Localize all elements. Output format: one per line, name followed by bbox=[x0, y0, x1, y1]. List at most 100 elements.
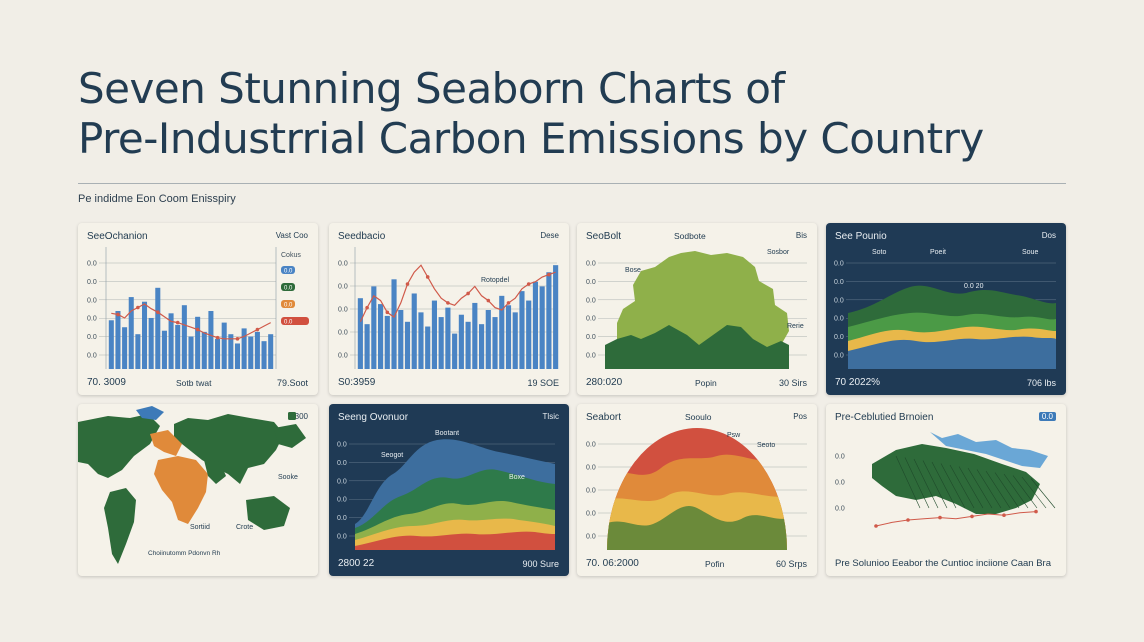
y-tick-label: 0.0 bbox=[337, 534, 347, 541]
card-subtitle: Sooulo bbox=[685, 412, 712, 422]
card-title: See Pounio bbox=[835, 231, 887, 242]
footer-right: 19 SOE bbox=[527, 378, 559, 388]
stacked-area-chart-4: 0.0 0.0 0.0 0.0 0.0 0.0 bbox=[834, 261, 1056, 369]
bar bbox=[234, 343, 240, 369]
line-point bbox=[547, 272, 551, 277]
line-point bbox=[215, 335, 220, 340]
ridge-line bbox=[922, 460, 948, 509]
title-divider bbox=[78, 183, 1066, 184]
annotation: Boxe bbox=[509, 474, 525, 481]
bar bbox=[108, 320, 114, 369]
bar bbox=[115, 311, 121, 369]
bar bbox=[241, 328, 247, 369]
page-subtitle: Pe indidme Eon Coom Enisspiry bbox=[78, 193, 236, 205]
footer-right: 706 lbs bbox=[1026, 378, 1056, 388]
bar bbox=[546, 272, 552, 369]
line-point bbox=[365, 305, 369, 310]
legend-label: 0.0 bbox=[284, 320, 293, 326]
bar bbox=[268, 334, 274, 369]
bar bbox=[398, 310, 404, 369]
bar bbox=[492, 317, 498, 369]
bar bbox=[221, 322, 227, 369]
bar bbox=[499, 295, 505, 369]
line-point bbox=[425, 275, 430, 279]
page-title: Seven Stunning Seaborn Charts of Pre-Ind… bbox=[78, 64, 1078, 164]
y-tick-label: 0.0 bbox=[586, 334, 596, 341]
bar bbox=[215, 338, 221, 369]
annotation: Sortiid bbox=[190, 524, 210, 531]
line-point bbox=[526, 282, 531, 286]
bar bbox=[391, 279, 397, 369]
y-tick-label: 0.0 bbox=[337, 442, 347, 449]
legend-label: 0.0 bbox=[284, 269, 293, 275]
bar bbox=[371, 286, 377, 369]
chart-card-5[interactable]: 300 Sooke Crote Sortiid Choiinutomm Pdon… bbox=[78, 404, 318, 576]
y-tick-label: 0.0 bbox=[586, 442, 596, 449]
y-tick-label: 0.0 bbox=[338, 307, 348, 314]
annotation: Poeit bbox=[930, 249, 946, 256]
ridge-line bbox=[958, 466, 984, 509]
footer-right: 900 Sure bbox=[522, 559, 559, 569]
bar bbox=[128, 297, 134, 369]
chart-card-3[interactable]: SeoBolt Sodbote Bis 0.0 0.0 0.0 0.0 0.0 0.0 B… bbox=[577, 223, 817, 395]
bar bbox=[181, 305, 187, 369]
layered-area-chart-6: 0.0 0.0 0.0 0.0 0.0 0.0 bbox=[337, 439, 555, 550]
bar bbox=[384, 315, 390, 369]
y-tick-label: 0.0 bbox=[586, 261, 596, 268]
chart-card-8[interactable]: Pre-Ceblutied Brnoien 0.0 0.0 0.0 0.0 Pre … bbox=[826, 404, 1066, 576]
card-title: SeeOchanion bbox=[87, 231, 148, 242]
chart-card-4[interactable]: See Pounio Dos 0.0 0.0 0.0 0.0 0.0 0.0 Soto P… bbox=[826, 223, 1066, 395]
chart-card-6[interactable]: Seeng Ovonuor Tlsic 0.0 0.0 0.0 0.0 0.0 0.0 B… bbox=[329, 404, 569, 576]
page-title-line-2: Pre-Industrrial Carbon Emissions by Coun… bbox=[78, 114, 984, 163]
y-tick-label: 0.0 bbox=[337, 497, 347, 504]
bar bbox=[188, 336, 194, 369]
y-tick-label: 0.0 bbox=[586, 465, 596, 472]
footer-right: 60 Srps bbox=[775, 559, 807, 569]
bar bbox=[357, 298, 363, 369]
footer-right: 30 Sirs bbox=[778, 378, 807, 388]
annotation: Seoto bbox=[757, 442, 776, 449]
annotation: Psw bbox=[727, 432, 741, 439]
bar bbox=[228, 334, 234, 369]
y-tick-label: 0.0 bbox=[586, 279, 596, 286]
line-point bbox=[156, 310, 160, 314]
bar bbox=[135, 334, 141, 369]
line-point bbox=[466, 291, 470, 296]
y-tick-label: 0.0 bbox=[87, 353, 97, 360]
bar bbox=[261, 341, 267, 369]
y-tick-label: 0.0 bbox=[87, 334, 97, 341]
line-point bbox=[486, 298, 491, 303]
line-point bbox=[136, 305, 140, 310]
y-tick-label: 0.0 bbox=[338, 330, 348, 337]
bar bbox=[445, 307, 451, 369]
y-tick-label: 0.0 bbox=[337, 515, 347, 522]
legend-label: 0.0 bbox=[284, 286, 293, 292]
y-tick-label: 0.0 bbox=[586, 316, 596, 323]
line-point bbox=[1002, 513, 1006, 517]
y-tick-label: 0.0 bbox=[835, 480, 845, 487]
bar bbox=[553, 265, 559, 369]
chart-card-2[interactable]: Seedbacio Dese 0.0 0.0 0.0 0.0 0.0 Rotopdel … bbox=[329, 223, 569, 395]
bar bbox=[465, 321, 471, 369]
chart-card-1[interactable]: SeeOchanion Vast Coo 0.0 0.0 0.0 0.0 0.0 0.0 … bbox=[78, 223, 318, 395]
bar bbox=[425, 326, 431, 369]
bar-chart-1: 0.0 0.0 0.0 0.0 0.0 0.0 Cokus 0.0 0.0 0.0 0.0 bbox=[87, 247, 309, 369]
line-point bbox=[906, 518, 910, 522]
page-title-line-1: Seven Stunning Seaborn Charts of bbox=[78, 64, 785, 113]
footer-mid: Popin bbox=[695, 378, 717, 388]
line-point bbox=[446, 301, 450, 305]
y-tick-label: 0.0 bbox=[834, 279, 844, 286]
bar bbox=[539, 286, 545, 369]
ridge-line-chart-8: 0.0 0.0 0.0 bbox=[835, 432, 1056, 528]
bar bbox=[248, 336, 254, 369]
world-map-chart-5 bbox=[78, 406, 306, 564]
bar bbox=[512, 312, 518, 369]
ridge-line bbox=[976, 469, 1002, 509]
bar bbox=[168, 313, 174, 369]
bar bbox=[431, 300, 437, 369]
legend-swatch bbox=[281, 300, 295, 308]
card-title: Seabort bbox=[586, 412, 622, 423]
line-point bbox=[874, 524, 878, 528]
chart-card-7[interactable]: Seabort Sooulo Pos 0.0 0.0 0.0 0.0 0.0 Psw S… bbox=[577, 404, 817, 576]
annotation: Soto bbox=[872, 249, 887, 256]
